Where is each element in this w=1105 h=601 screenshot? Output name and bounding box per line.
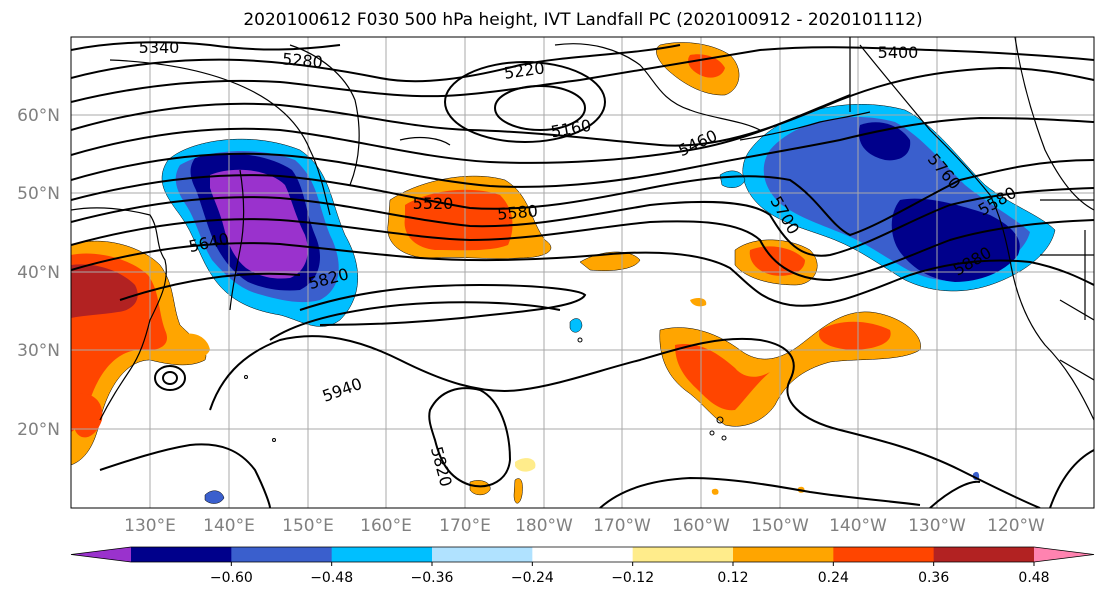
map-panel — [71, 37, 1094, 508]
lat-label: 30°N — [17, 341, 60, 361]
map-frame — [70, 36, 1095, 509]
ivt-negative-anomaly-west-pacific — [161, 138, 358, 327]
lat-label: 60°N — [17, 106, 60, 126]
lon-label: 170°E — [439, 516, 491, 536]
islands — [244, 337, 727, 442]
lon-label: 180°W — [515, 516, 573, 536]
colorbar-tick-label: 0.24 — [818, 570, 849, 586]
contour-label-5340: 5340 — [139, 38, 180, 57]
colorbar-tick-label: 0.48 — [1018, 570, 1049, 586]
colorbar-bin — [231, 547, 333, 562]
lon-label: 140°E — [203, 516, 255, 536]
colorbar: −0.60 −0.48 −0.36 −0.24 −0.12 0.12 0.24 0.36 0.4… — [70, 546, 1095, 586]
contour-label-5520: 5520 — [413, 194, 454, 213]
colorbar-extend-min — [71, 547, 131, 562]
colorbar-bin — [131, 547, 232, 562]
lon-label: 130°W — [908, 516, 966, 536]
colorbar-bin — [432, 547, 533, 562]
graticule — [71, 37, 1094, 508]
colorbar-bin — [532, 547, 634, 562]
colorbar-bin — [331, 547, 433, 562]
contour-label-5280: 5280 — [281, 49, 323, 71]
lon-label: 160°W — [672, 516, 730, 536]
contour-label-5400: 5400 — [878, 43, 919, 62]
colorbar-tick-label: 0.12 — [717, 570, 748, 586]
lon-label: 170°W — [593, 516, 651, 536]
colorbar-tick-label: −0.12 — [611, 570, 654, 586]
colorbar-tick-label: −0.36 — [411, 570, 454, 586]
lon-label: 120°W — [987, 516, 1045, 536]
lat-label: 40°N — [17, 263, 60, 283]
lon-label: 130°E — [124, 516, 176, 536]
colorbar-tick-label: 0.36 — [918, 570, 949, 586]
colorbar-tick-label: −0.24 — [511, 570, 554, 586]
colorbar-tick-label: −0.48 — [310, 570, 353, 586]
longitude-labels: 130°E 140°E 150°E 160°E 170°E 180°W 170°… — [124, 516, 1045, 536]
map-title: 2020100612 F030 500 hPa height, IVT Land… — [243, 10, 922, 30]
colorbar-bin — [933, 547, 1035, 562]
colorbar-extend-max — [1034, 547, 1094, 562]
lat-label: 50°N — [17, 184, 60, 204]
lon-label: 150°E — [282, 516, 334, 536]
colorbar-bin — [733, 547, 834, 562]
colorbar-outline — [70, 546, 1095, 563]
latitude-labels: 60°N 50°N 40°N 30°N 20°N — [17, 106, 60, 440]
height-contours — [71, 41, 1094, 508]
lon-label: 140°W — [829, 516, 887, 536]
lat-label: 20°N — [17, 420, 60, 440]
colorbar-bin — [632, 547, 734, 562]
contour-label-5580-central: 5580 — [496, 201, 538, 223]
colorbar-bin — [833, 547, 935, 562]
lon-label: 150°W — [751, 516, 809, 536]
colorbar-tick-label: −0.60 — [210, 570, 253, 586]
lon-label: 160°E — [360, 516, 412, 536]
